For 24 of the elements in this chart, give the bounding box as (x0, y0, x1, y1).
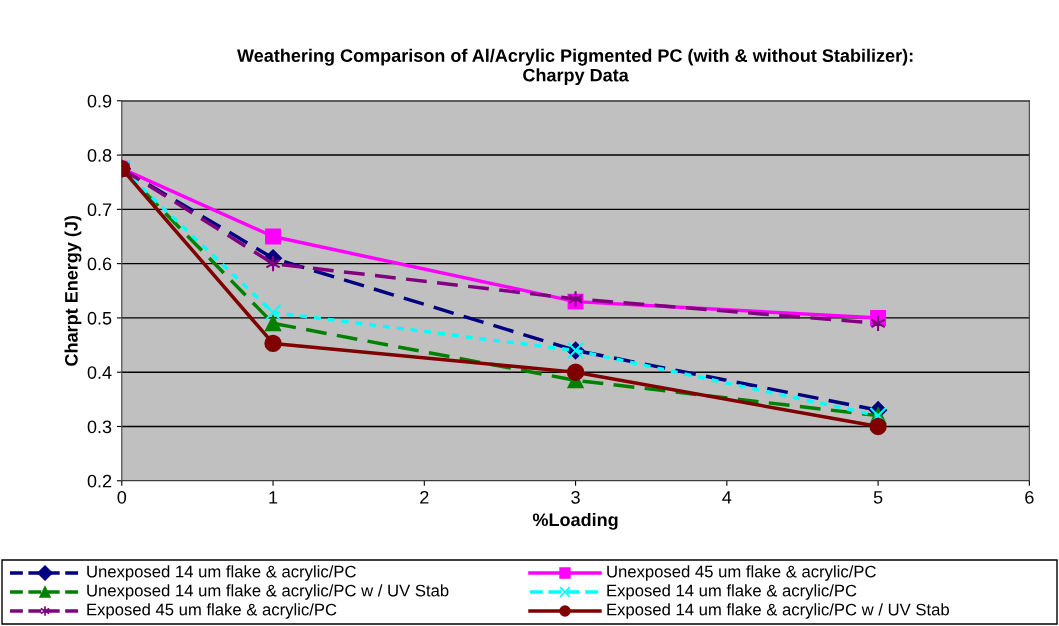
x-tick-label: 0 (117, 490, 127, 504)
legend-label: Exposed 45 um flake & acrylic/PC (87, 603, 337, 619)
x-tick-label: 4 (722, 491, 732, 504)
chart-title: Weathering Comparison of Al/Acrylic Pigmented PC (with & without Stabilizer): Charpy Data (237, 48, 913, 86)
y-tick-label: 0.4 (87, 366, 112, 379)
legend-label: Unexposed 45 um flake & acrylic/PC (607, 565, 876, 581)
y-tick-label: 0.7 (87, 203, 112, 217)
y-tick-label: 0.2 (87, 474, 112, 488)
x-tick-label: 6 (1025, 490, 1034, 504)
y-tick-label: 0.6 (87, 257, 112, 271)
x-tick-label: 3 (571, 490, 580, 504)
x-axis-title: %Loading (532, 512, 618, 530)
legend-label: Unexposed 14 um flake & acrylic/PC w / UV Stab (87, 584, 449, 600)
x-tick-label: 1 (269, 491, 278, 504)
y-axis-title: Charpt Energy (J) (64, 215, 82, 366)
legend-label: Unexposed 14 um flake & acrylic/PC (87, 565, 356, 581)
y-tick-label: 0.9 (87, 94, 112, 108)
legend-label: Exposed 14 um flake & acrylic/PC (607, 584, 857, 600)
legend-label: Exposed 14 um flake & acrylic/PC w / UV Stab (607, 603, 949, 619)
x-tick-label: 5 (873, 491, 883, 504)
y-tick-label: 0.8 (87, 149, 112, 162)
y-tick-label: 0.5 (87, 311, 112, 325)
x-tick-label: 2 (420, 490, 429, 504)
y-tick-label: 0.3 (87, 420, 112, 434)
